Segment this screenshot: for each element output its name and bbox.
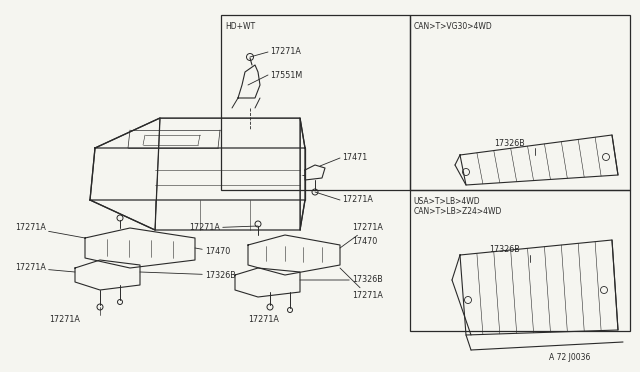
Text: 17271A: 17271A — [49, 315, 81, 324]
Text: 17271A: 17271A — [340, 268, 383, 299]
Text: 17471: 17471 — [342, 154, 367, 163]
Text: 17271A: 17271A — [15, 224, 85, 238]
Text: 17271A: 17271A — [248, 315, 279, 324]
Text: 17271A: 17271A — [15, 263, 75, 273]
Text: CAN>T>LB>Z24>4WD: CAN>T>LB>Z24>4WD — [413, 207, 502, 216]
Bar — [221, 15, 410, 190]
Text: 17326B: 17326B — [300, 276, 383, 285]
Text: 17551M: 17551M — [270, 71, 302, 80]
Bar — [410, 15, 630, 190]
Text: HD+WT: HD+WT — [225, 22, 255, 31]
Bar — [410, 190, 630, 331]
Text: 17326B: 17326B — [140, 270, 236, 279]
Text: A 72 J0036: A 72 J0036 — [548, 353, 590, 362]
Text: 17271A: 17271A — [189, 224, 258, 232]
Text: 17326B: 17326B — [495, 138, 525, 148]
Text: 17271A: 17271A — [340, 224, 383, 248]
Text: 17470: 17470 — [195, 247, 230, 257]
Text: 17271A: 17271A — [270, 48, 301, 57]
Text: 17470: 17470 — [352, 237, 377, 247]
Text: CAN>T>VG30>4WD: CAN>T>VG30>4WD — [413, 22, 492, 31]
Text: 17326B: 17326B — [490, 246, 520, 254]
Text: 17271A: 17271A — [342, 196, 373, 205]
Text: USA>T>LB>4WD: USA>T>LB>4WD — [413, 197, 480, 206]
